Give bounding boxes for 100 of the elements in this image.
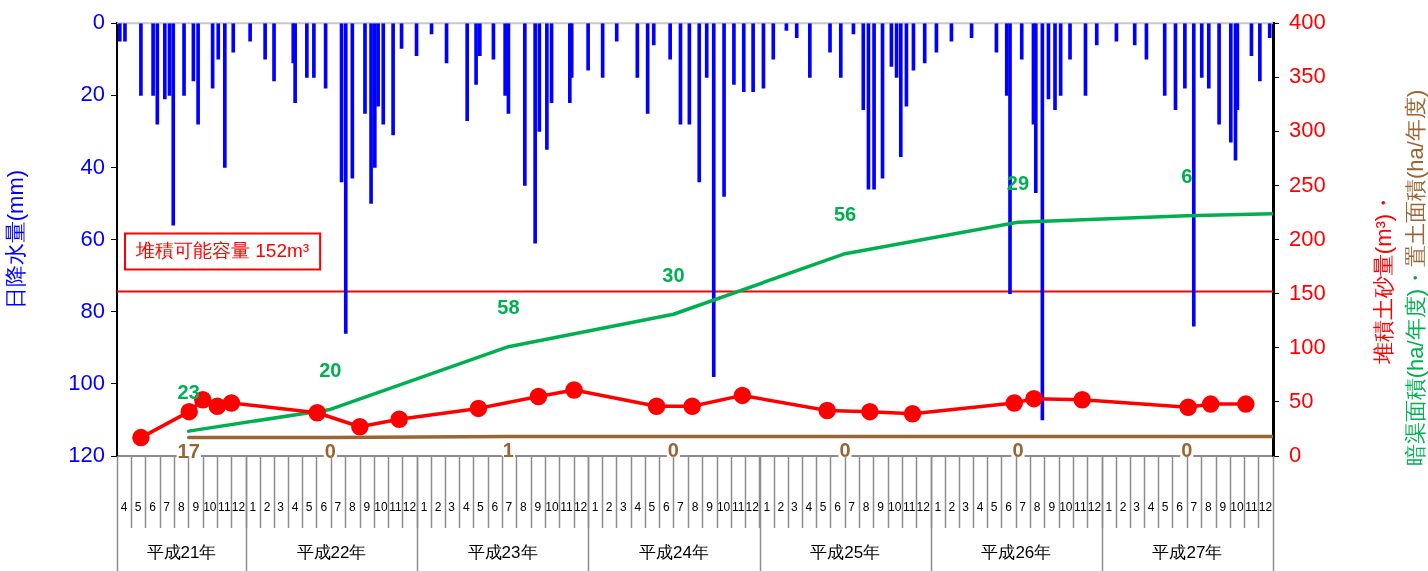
annotation: 0	[1181, 439, 1193, 462]
y-tick-label: 80	[80, 297, 105, 323]
x-tick-label: 3	[962, 499, 970, 514]
point	[222, 394, 241, 412]
point	[683, 397, 701, 415]
x-tick-label: 1	[763, 499, 771, 514]
x-tick-label: 11	[903, 499, 916, 514]
x-tick-label: 4	[120, 499, 128, 514]
point	[1179, 398, 1197, 417]
x-tick-label: 6	[1176, 499, 1184, 514]
annotation: 56	[833, 203, 857, 226]
annotation: 6	[1181, 165, 1193, 188]
bar	[312, 23, 316, 78]
x-tick-label: 2	[263, 499, 271, 514]
text: 平成25年	[810, 542, 881, 562]
x-tick-label: 9	[534, 499, 542, 514]
y2-tick-label: 300	[1289, 117, 1326, 143]
bar	[1267, 23, 1272, 38]
x-tick-label: 2	[948, 499, 956, 514]
bar	[545, 23, 549, 150]
bar	[222, 23, 227, 168]
bar	[1258, 23, 1262, 82]
bar	[722, 23, 726, 197]
x-tick-label: 12	[916, 499, 931, 514]
bar	[668, 23, 672, 60]
point	[180, 402, 198, 421]
bar	[350, 23, 355, 179]
point	[647, 397, 666, 415]
x-tick-label: 9	[1048, 499, 1056, 514]
x-tick-label: 9	[706, 499, 714, 514]
bar	[651, 23, 656, 46]
text: 平成22年	[296, 542, 367, 562]
bar	[794, 23, 799, 38]
bar	[1183, 23, 1187, 89]
bar	[391, 23, 395, 136]
point	[861, 402, 879, 421]
x-tick-label: 7	[677, 499, 685, 514]
x-tick-label: 12	[402, 499, 417, 514]
bar	[1199, 23, 1204, 78]
annotation: 58	[497, 296, 520, 319]
x-tick-label: 1	[934, 499, 942, 514]
x-tick-label: 9	[1219, 499, 1227, 514]
point	[1237, 395, 1255, 413]
x-tick-label: 9	[363, 499, 371, 514]
bar	[828, 23, 832, 53]
y2-tick-label: 100	[1289, 333, 1326, 359]
bar	[1206, 23, 1211, 89]
bar	[182, 23, 186, 96]
x-tick-label: 1	[591, 499, 599, 514]
x-tick-label: 5	[134, 499, 142, 514]
x-tick-label: 8	[348, 499, 356, 514]
x-tick-label: 5	[990, 499, 998, 514]
x-tick-label: 3	[791, 499, 799, 514]
bar	[343, 23, 348, 334]
ref-line-label: 堆積可能容量 152m³	[135, 239, 310, 261]
bar	[263, 23, 267, 60]
bar	[162, 23, 167, 100]
annotation: 17	[177, 440, 200, 463]
x-tick-label: 4	[291, 499, 299, 514]
x-tick-label: 8	[1033, 499, 1041, 514]
point	[1073, 390, 1091, 409]
x-tick-label: 6	[320, 499, 328, 514]
bar	[231, 23, 236, 53]
bar	[741, 23, 746, 93]
x-tick-label: 7	[848, 499, 856, 514]
point	[1005, 394, 1023, 412]
bar	[771, 23, 776, 60]
x-tick-label: 9	[877, 499, 885, 514]
annotation: 0	[1012, 439, 1024, 462]
x-tick-label: 2	[434, 499, 442, 514]
point	[390, 410, 408, 428]
bar	[523, 23, 527, 186]
bar	[898, 23, 903, 157]
annotation: 0	[839, 439, 851, 462]
y-tick-label: 0	[92, 9, 105, 35]
x-tick-label: 11	[1245, 499, 1258, 514]
x-tick-label: 8	[520, 499, 528, 514]
y-tick-label: 60	[80, 225, 105, 251]
point	[351, 418, 369, 436]
x-tick-label: 5	[819, 499, 827, 514]
x-tick-label: 2	[777, 499, 785, 514]
bar	[838, 23, 843, 78]
bar	[1094, 23, 1099, 46]
y-tick-label: 20	[80, 81, 105, 107]
bar	[216, 23, 221, 60]
y2-tick-label: 250	[1289, 171, 1326, 197]
bar	[1068, 23, 1072, 60]
x-tick-label: 7	[334, 499, 342, 514]
bar	[139, 23, 143, 96]
y-axis-title: 日降水量(mm)	[3, 169, 29, 310]
x-tick-label: 12	[573, 499, 588, 514]
annotation: 0	[324, 440, 336, 463]
bar	[808, 23, 812, 78]
x-tick-label: 4	[1147, 499, 1155, 514]
y2-tick-label: 200	[1289, 225, 1326, 251]
x-tick-label: 1	[1105, 499, 1113, 514]
x-tick-label: 2	[605, 499, 613, 514]
x-tick-label: 11	[731, 499, 745, 514]
annotation: 23	[177, 380, 200, 403]
x-tick-label: 6	[491, 499, 499, 514]
